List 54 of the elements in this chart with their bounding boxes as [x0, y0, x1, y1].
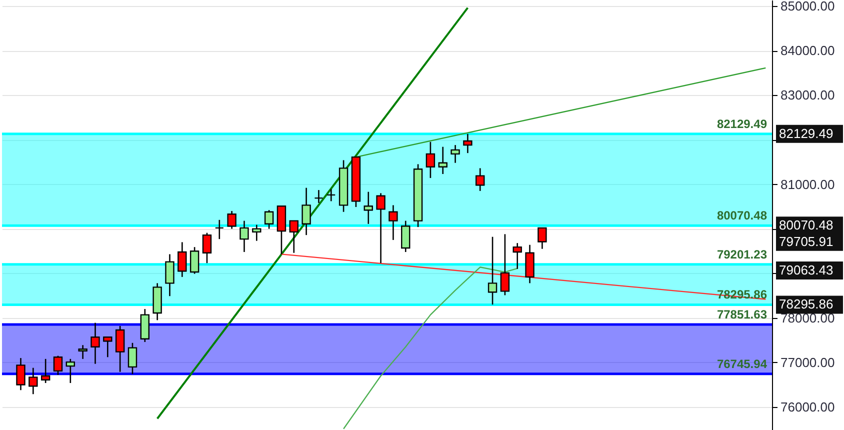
candlestick [289, 220, 298, 254]
candlestick [538, 227, 547, 250]
text: 79705.91 [779, 234, 834, 249]
candlestick [53, 355, 63, 376]
y-tick-label: 81000.00 [780, 176, 835, 192]
candlestick [463, 133, 472, 154]
y-tick-label: 77000.00 [780, 354, 835, 370]
text: 79063.43 [779, 262, 834, 278]
candlestick [90, 322, 100, 364]
candlestick [252, 224, 262, 242]
ref-line-label: 79201.23 [716, 247, 768, 262]
y-tick-label: 84000.00 [780, 43, 835, 58]
candlestick [202, 232, 212, 264]
candlestick [66, 358, 76, 384]
candlestick [103, 336, 112, 358]
candlestick [450, 144, 460, 164]
y-tick-label: 83000.00 [780, 88, 835, 103]
line-series [342, 266, 518, 430]
text: 82129.49 [779, 126, 834, 141]
candlestick [364, 191, 373, 225]
candlestick [190, 246, 200, 274]
candlestick [115, 325, 125, 372]
candlestick [240, 220, 249, 253]
candlestick [165, 254, 174, 297]
candlestick [28, 367, 38, 395]
candlestick [388, 204, 398, 241]
candlestick [264, 209, 274, 230]
candlestick [512, 242, 522, 270]
candlestick [314, 189, 324, 204]
text: 78295.86 [779, 296, 834, 312]
candlestick [16, 357, 26, 391]
candlestick [128, 342, 138, 375]
candlestick [426, 141, 436, 179]
candlestick [302, 187, 311, 236]
candlestick [227, 210, 236, 230]
candlestick [40, 358, 50, 384]
candlestick [376, 192, 386, 264]
candlestick [178, 242, 187, 278]
ref-line-label: 76745.94 [716, 356, 768, 371]
ref-line-label: 77851.63 [716, 308, 768, 322]
text: 80070.48 [779, 218, 834, 233]
y-tick-label: 85000.00 [780, 0, 835, 14]
candlestick [401, 220, 410, 253]
candlestick [78, 344, 88, 360]
candlestick [476, 168, 485, 192]
candlestick [438, 146, 448, 175]
candlestick [500, 234, 510, 296]
candlestick [326, 188, 336, 202]
candlestick [214, 219, 224, 240]
y-tick-label: 76000.00 [780, 400, 835, 415]
candlestick [488, 236, 498, 306]
y-tick-label: 78000.00 [780, 310, 835, 326]
ref-line-label: 82129.49 [716, 116, 768, 131]
ref-line-label: 80070.48 [716, 208, 768, 223]
